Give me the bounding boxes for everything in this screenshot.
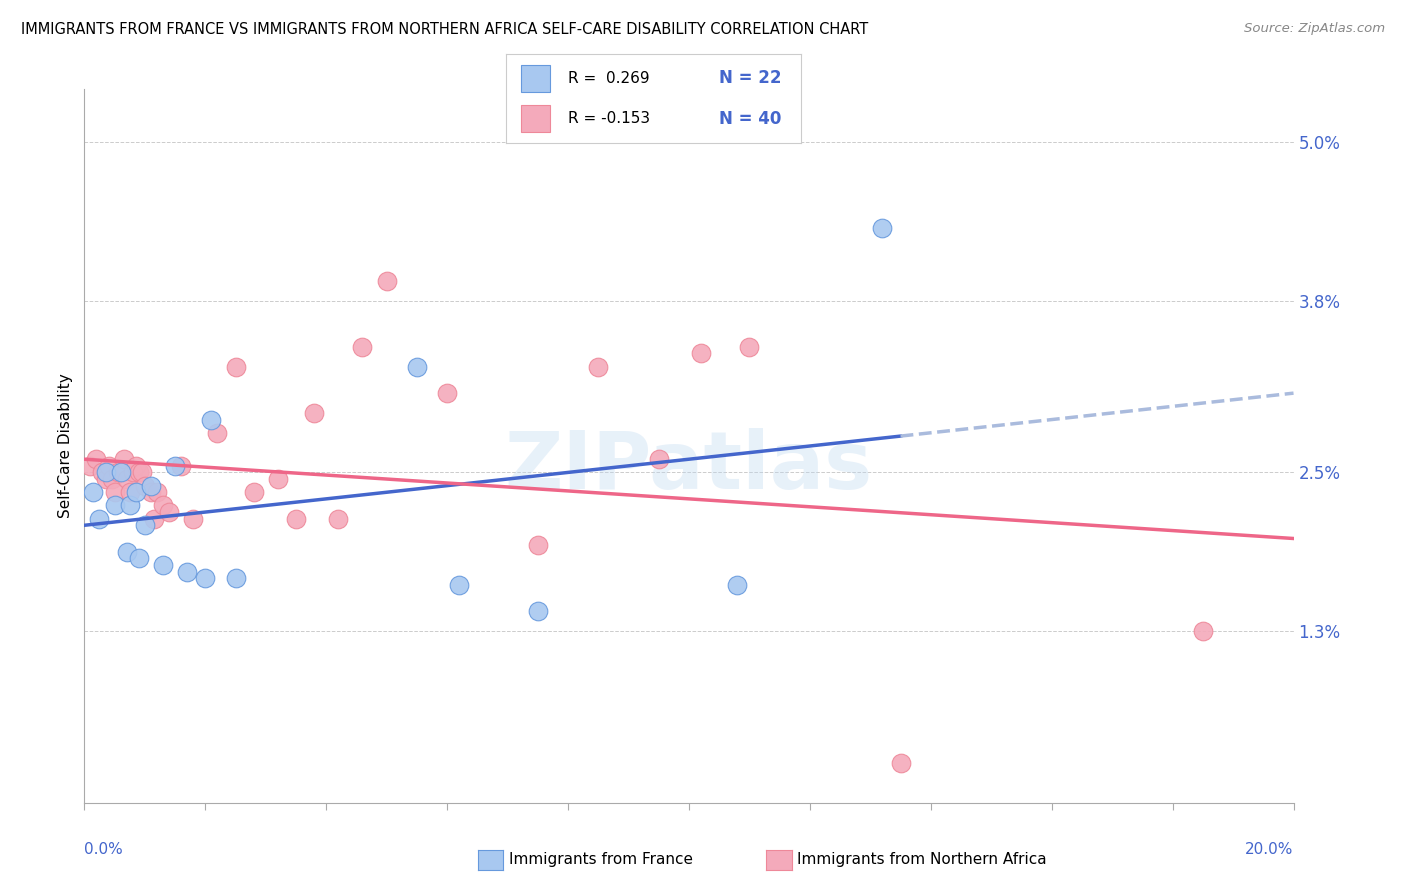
Point	[436, 386, 458, 401]
Text: R =  0.269: R = 0.269	[568, 71, 650, 86]
Point	[302, 406, 325, 420]
Point	[176, 565, 198, 579]
Point	[112, 452, 135, 467]
Point	[165, 458, 187, 473]
Text: Immigrants from Northern Africa: Immigrants from Northern Africa	[797, 853, 1047, 867]
Point	[647, 452, 671, 467]
Point	[152, 499, 174, 513]
Point	[242, 485, 264, 500]
Point	[139, 485, 162, 500]
Point	[375, 274, 398, 288]
Point	[107, 466, 129, 480]
Point	[82, 485, 104, 500]
Point	[200, 412, 222, 426]
Point	[121, 466, 143, 480]
Point	[134, 518, 156, 533]
Point	[128, 466, 150, 480]
Point	[225, 359, 247, 374]
Point	[872, 221, 894, 235]
Point	[104, 485, 127, 500]
Point	[181, 511, 204, 525]
Bar	[520, 105, 550, 132]
Point	[128, 551, 150, 566]
Point	[142, 511, 165, 525]
Text: IMMIGRANTS FROM FRANCE VS IMMIGRANTS FROM NORTHERN AFRICA SELF-CARE DISABILITY C: IMMIGRANTS FROM FRANCE VS IMMIGRANTS FRO…	[21, 22, 869, 37]
Point	[94, 466, 117, 480]
Point	[225, 571, 247, 585]
Point	[738, 340, 761, 354]
Text: ZIPatlas: ZIPatlas	[505, 428, 873, 507]
Point	[139, 478, 162, 492]
Point	[328, 511, 350, 525]
Point	[86, 452, 108, 467]
Point	[152, 558, 174, 572]
Point	[267, 472, 290, 486]
Text: N = 22: N = 22	[718, 70, 782, 87]
Point	[104, 499, 127, 513]
Point	[118, 499, 141, 513]
Point	[527, 604, 550, 618]
Point	[157, 505, 180, 519]
Point	[588, 359, 610, 374]
Point	[725, 578, 748, 592]
Point	[115, 472, 138, 486]
Y-axis label: Self-Care Disability: Self-Care Disability	[58, 374, 73, 518]
Point	[115, 545, 138, 559]
Point	[194, 571, 217, 585]
Point	[406, 359, 429, 374]
Point	[125, 458, 148, 473]
Text: Source: ZipAtlas.com: Source: ZipAtlas.com	[1244, 22, 1385, 36]
Point	[146, 485, 169, 500]
Point	[527, 538, 550, 552]
Point	[170, 458, 193, 473]
Point	[134, 478, 156, 492]
Text: N = 40: N = 40	[718, 110, 782, 128]
Point	[284, 511, 308, 525]
Point	[352, 340, 374, 354]
Text: Immigrants from France: Immigrants from France	[509, 853, 693, 867]
Point	[449, 578, 471, 592]
Point	[94, 472, 117, 486]
Bar	[520, 65, 550, 92]
Text: R = -0.153: R = -0.153	[568, 112, 651, 126]
Point	[89, 511, 111, 525]
Point	[118, 485, 141, 500]
Point	[690, 346, 713, 360]
Point	[91, 466, 114, 480]
Point	[125, 485, 148, 500]
Point	[79, 458, 101, 473]
Point	[100, 472, 122, 486]
Text: 20.0%: 20.0%	[1246, 842, 1294, 857]
Point	[97, 458, 120, 473]
Text: 0.0%: 0.0%	[84, 842, 124, 857]
Point	[207, 425, 229, 440]
Point	[890, 756, 912, 771]
Point	[131, 466, 153, 480]
Point	[110, 466, 132, 480]
Point	[1192, 624, 1215, 638]
